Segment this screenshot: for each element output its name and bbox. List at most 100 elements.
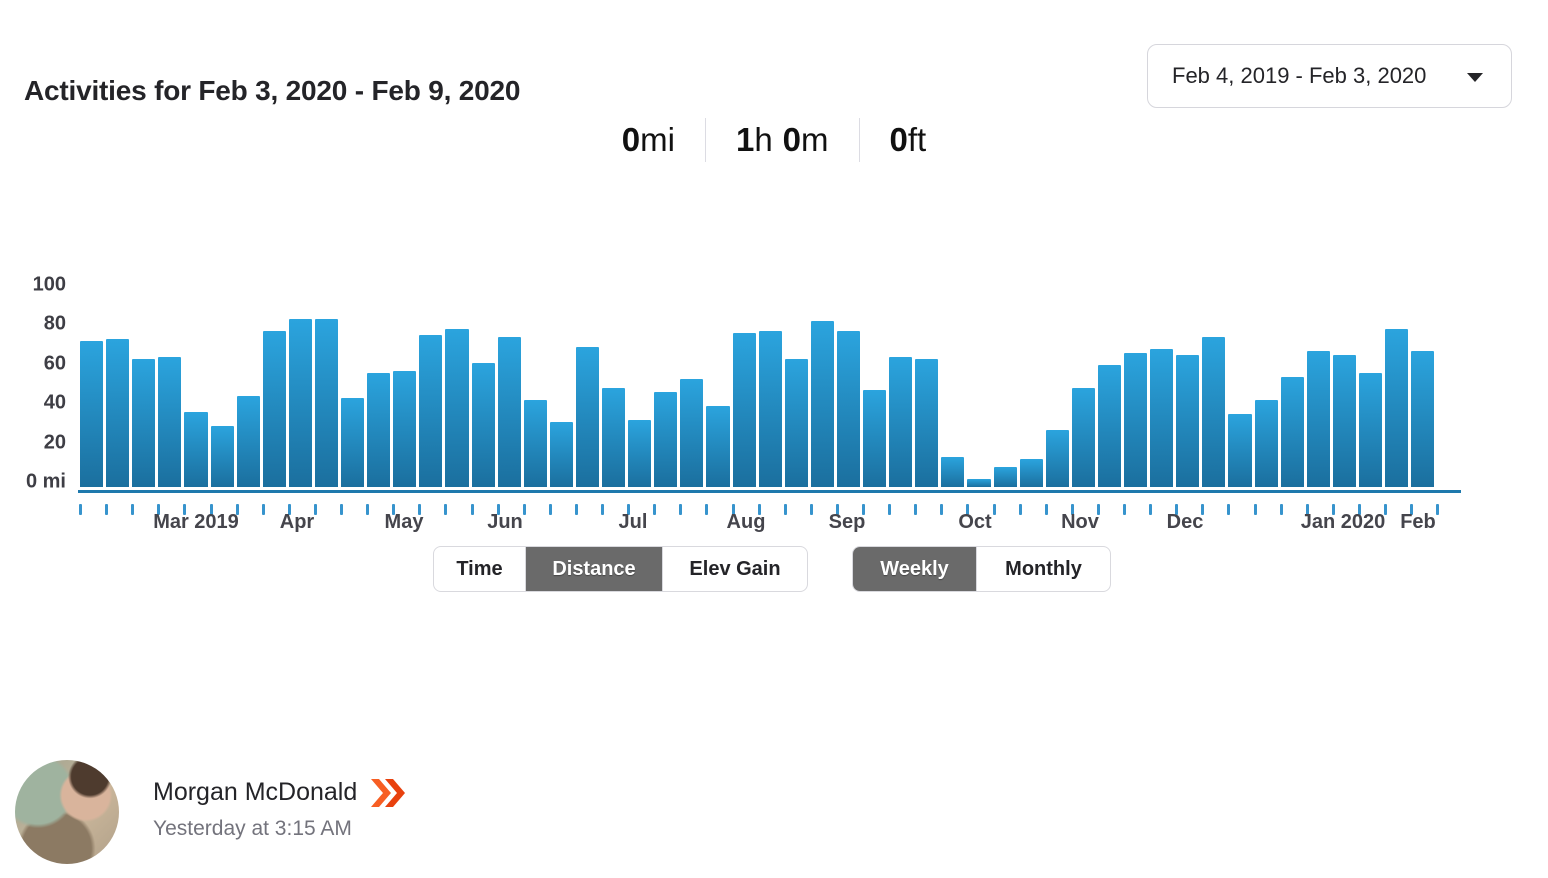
bar-week-5[interactable] bbox=[184, 411, 208, 487]
summary-stats: 0mi 1h 0m 0ft bbox=[0, 115, 1548, 165]
x-axis-tick bbox=[1044, 504, 1048, 515]
bar-week-25[interactable] bbox=[706, 405, 730, 487]
x-axis-tick bbox=[183, 504, 187, 515]
bar-week-26[interactable] bbox=[732, 332, 756, 487]
bar-week-49[interactable] bbox=[1332, 355, 1356, 487]
bar-week-43[interactable] bbox=[1176, 355, 1200, 487]
x-axis-tick bbox=[470, 504, 474, 515]
metric-toggle-group: Time Distance Elev Gain bbox=[433, 546, 808, 592]
x-axis-line bbox=[78, 490, 1461, 493]
bar-week-28[interactable] bbox=[784, 359, 808, 487]
bar-week-52[interactable] bbox=[1411, 351, 1435, 487]
y-axis-label: 20 bbox=[43, 431, 66, 454]
bar-week-50[interactable] bbox=[1358, 373, 1383, 487]
x-axis-tick bbox=[287, 504, 291, 515]
bar-week-18[interactable] bbox=[523, 399, 547, 487]
bar-week-24[interactable] bbox=[680, 379, 704, 487]
toggle-option-distance[interactable]: Distance bbox=[525, 547, 662, 591]
bar-week-19[interactable] bbox=[549, 422, 573, 487]
bar-week-38[interactable] bbox=[1045, 430, 1069, 487]
x-axis-tick bbox=[966, 504, 970, 515]
bar-week-40[interactable] bbox=[1097, 365, 1122, 487]
bar-week-51[interactable] bbox=[1385, 328, 1409, 487]
bar-week-35[interactable] bbox=[967, 478, 991, 487]
bar-week-39[interactable] bbox=[1071, 387, 1095, 487]
bar-week-11[interactable] bbox=[341, 397, 365, 487]
x-axis-tick bbox=[862, 504, 865, 515]
bar-week-27[interactable] bbox=[758, 330, 782, 487]
profile-timestamp: Yesterday at 3:15 AM bbox=[153, 817, 352, 840]
bar-week-45[interactable] bbox=[1228, 413, 1252, 487]
date-range-value: Feb 4, 2019 - Feb 3, 2020 bbox=[1172, 63, 1427, 88]
bar-week-32[interactable] bbox=[889, 357, 913, 487]
bar-week-44[interactable] bbox=[1202, 336, 1226, 487]
bar-week-37[interactable] bbox=[1019, 458, 1043, 487]
avatar[interactable] bbox=[15, 760, 119, 864]
x-axis-tick bbox=[1227, 504, 1231, 515]
bar-week-10[interactable] bbox=[314, 318, 339, 487]
bar-week-22[interactable] bbox=[628, 420, 652, 487]
bar-week-3[interactable] bbox=[132, 359, 156, 487]
bar-week-12[interactable] bbox=[367, 373, 391, 487]
bar-week-30[interactable] bbox=[836, 330, 861, 487]
bar-week-34[interactable] bbox=[941, 456, 965, 487]
x-axis-month-label: Aug bbox=[726, 511, 766, 533]
bar-week-33[interactable] bbox=[915, 359, 939, 487]
profile-name[interactable]: Morgan McDonald bbox=[153, 778, 358, 806]
toggle-option-elev-gain[interactable]: Elev Gain bbox=[662, 547, 807, 591]
x-axis-tick bbox=[653, 504, 657, 515]
x-axis-tick bbox=[1201, 504, 1205, 515]
bar-week-48[interactable] bbox=[1306, 351, 1330, 487]
bar-week-15[interactable] bbox=[445, 328, 469, 487]
bar-week-2[interactable] bbox=[106, 338, 130, 487]
bar-week-36[interactable] bbox=[993, 466, 1017, 487]
bar-week-1[interactable] bbox=[80, 340, 104, 487]
bar-week-4[interactable] bbox=[158, 357, 182, 487]
toggle-option-time[interactable]: Time bbox=[456, 557, 503, 580]
bar-week-9[interactable] bbox=[288, 318, 312, 487]
date-range-dropdown[interactable]: Feb 4, 2019 - Feb 3, 2020 bbox=[1147, 44, 1512, 108]
toggle-option-monthly[interactable]: Monthly bbox=[976, 547, 1110, 591]
x-axis-tick bbox=[783, 504, 787, 515]
bar-week-29[interactable] bbox=[810, 320, 834, 487]
bar-week-6[interactable] bbox=[210, 426, 234, 487]
bar-week-46[interactable] bbox=[1254, 399, 1278, 487]
stat-distance: 0mi bbox=[621, 121, 675, 158]
x-axis-month-label: Feb bbox=[1400, 511, 1436, 533]
x-axis-month-label: Oct bbox=[958, 511, 992, 533]
profile-name-row: Morgan McDonald bbox=[153, 778, 406, 807]
x-axis-tick bbox=[261, 504, 265, 515]
x-axis-tick bbox=[1357, 504, 1361, 515]
bar-week-23[interactable] bbox=[654, 391, 678, 487]
toggle-option-weekly[interactable]: Weekly bbox=[853, 547, 976, 591]
y-axis-label: 100 bbox=[32, 273, 66, 296]
bar-week-8[interactable] bbox=[262, 330, 286, 487]
y-axis-label: 40 bbox=[43, 391, 66, 414]
x-axis-tick bbox=[444, 504, 448, 515]
bar-week-42[interactable] bbox=[1150, 349, 1174, 487]
page-title: Activities for Feb 3, 2020 - Feb 9, 2020 bbox=[24, 74, 521, 106]
bar-week-17[interactable] bbox=[497, 336, 521, 487]
x-axis-tick bbox=[340, 504, 343, 515]
period-toggle-group: Weekly Monthly bbox=[852, 546, 1111, 592]
bar-week-47[interactable] bbox=[1280, 377, 1304, 487]
bar-week-13[interactable] bbox=[393, 371, 417, 487]
bar-week-20[interactable] bbox=[575, 346, 600, 487]
x-axis-tick bbox=[496, 504, 500, 515]
x-axis-tick bbox=[522, 504, 526, 515]
x-axis-tick bbox=[627, 504, 631, 515]
bar-week-14[interactable] bbox=[419, 334, 443, 487]
x-axis-month-label: Mar 2019 bbox=[153, 511, 239, 533]
bar-week-41[interactable] bbox=[1124, 353, 1148, 487]
bar-week-31[interactable] bbox=[863, 389, 887, 487]
bar-week-7[interactable] bbox=[236, 395, 260, 487]
x-axis-tick bbox=[79, 504, 82, 515]
y-axis-label: 60 bbox=[43, 352, 66, 375]
bar-week-21[interactable] bbox=[602, 387, 626, 487]
x-axis-month-label: Nov bbox=[1061, 511, 1099, 533]
x-axis-tick bbox=[105, 504, 109, 515]
double-chevron-right-icon bbox=[371, 778, 406, 807]
stat-divider bbox=[704, 118, 706, 162]
bar-week-16[interactable] bbox=[471, 363, 495, 487]
